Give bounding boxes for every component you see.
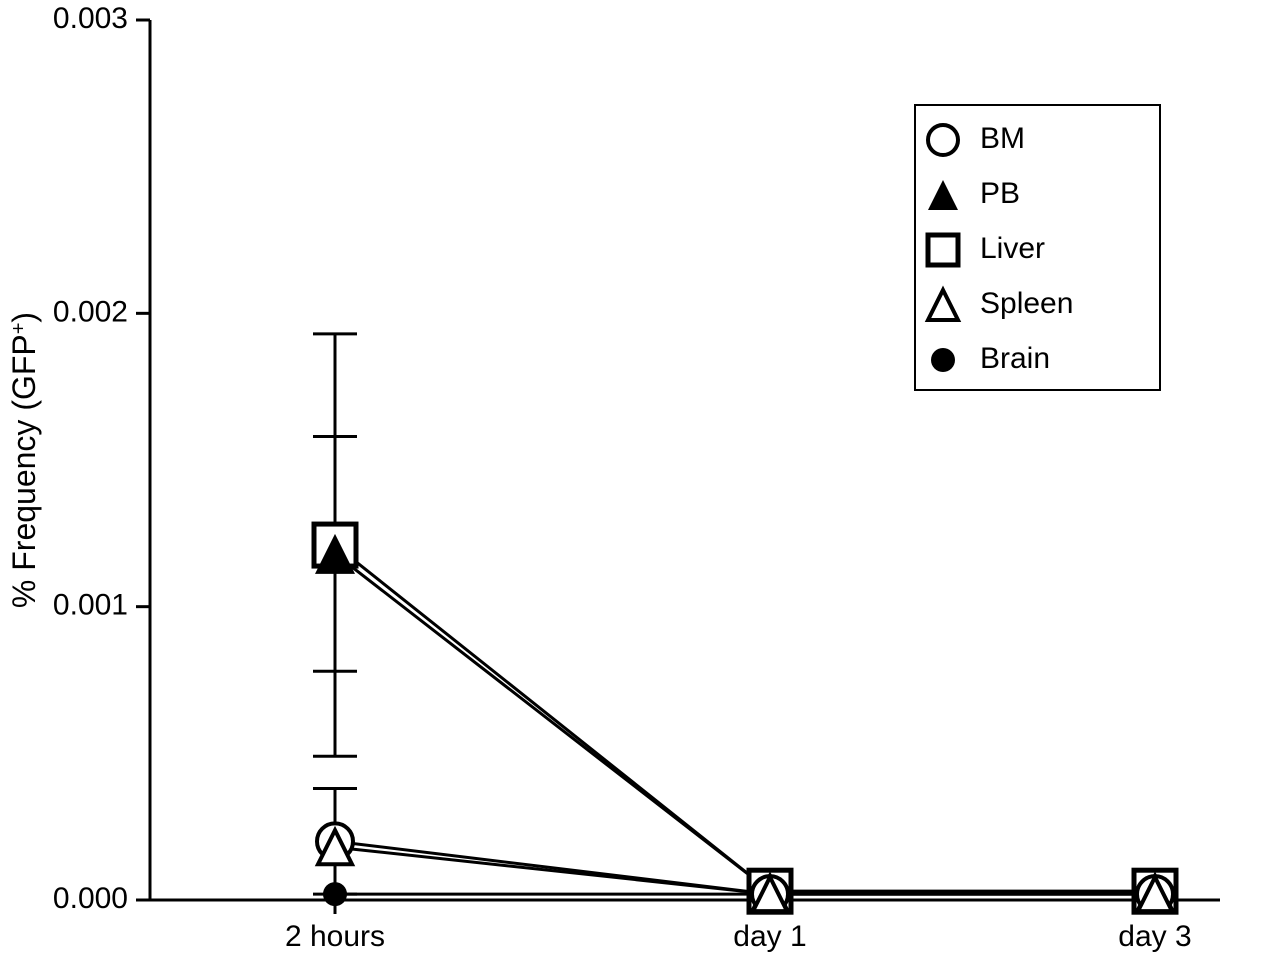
y-axis-title: % Frequency (GFP+) <box>6 312 42 608</box>
legend-item-bm: BM <box>928 122 1025 155</box>
legend-label: BM <box>980 122 1025 155</box>
legend-item-brain: Brain <box>931 342 1050 375</box>
y-tick-label: 0.000 <box>53 882 128 915</box>
legend-label: Brain <box>980 342 1050 375</box>
svg-text:% Frequency (GFP+): % Frequency (GFP+) <box>6 312 42 608</box>
legend-item-liver: Liver <box>928 232 1045 265</box>
legend-label: PB <box>980 177 1020 210</box>
legend-label: Liver <box>980 232 1045 265</box>
series-lines <box>335 545 1155 894</box>
x-tick-label: day 1 <box>733 920 806 953</box>
marker-brain <box>323 882 347 906</box>
x-tick-label: day 3 <box>1118 920 1191 953</box>
y-tick-label: 0.002 <box>53 295 128 328</box>
series-line-liver <box>335 545 1155 891</box>
error-bars <box>313 334 357 894</box>
x-tick-label: 2 hours <box>285 920 385 953</box>
legend-label: Spleen <box>980 287 1073 320</box>
gfp-frequency-chart: 0.000 0.001 0.002 0.003 2 hours day 1 day 3 % F… <box>0 0 1280 976</box>
legend: BM PB Liver Spleen Brain <box>915 105 1160 390</box>
y-tick-label: 0.003 <box>53 2 128 35</box>
legend-item-pb: PB <box>928 177 1020 210</box>
series-line-bm <box>335 841 1155 894</box>
y-tick-label: 0.001 <box>53 589 128 622</box>
legend-item-spleen: Spleen <box>928 287 1073 320</box>
series-line-pb <box>335 554 1155 891</box>
